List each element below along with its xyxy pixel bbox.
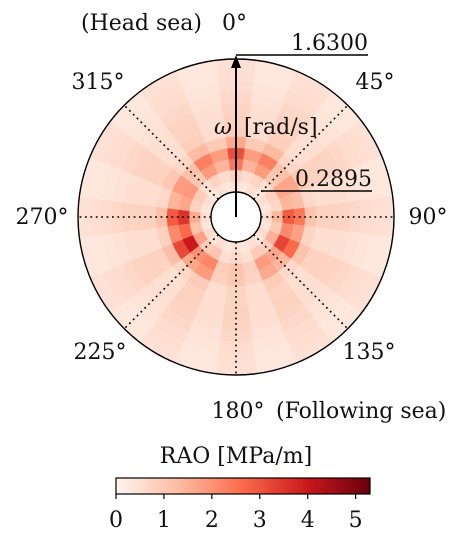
gridline-315 [123, 104, 219, 200]
gridline-45 [253, 104, 349, 200]
omega-unit: [rad/s] [244, 115, 318, 140]
direction-label-180: 180° [212, 399, 265, 424]
colorbar-gradient [115, 477, 371, 495]
omega-symbol: ω [214, 115, 232, 140]
following-sea-label: (Following sea) [276, 399, 446, 424]
colorbar-tick-label: 4 [301, 508, 315, 533]
colorbar-tick-label: 2 [205, 508, 219, 533]
colorbar-label: RAO [MPa/m] [160, 444, 312, 469]
radial-axis-label: ω [rad/s] [214, 115, 318, 140]
direction-label-225: 225° [74, 340, 127, 365]
radial-axis: 1.6300 0.2895 ω [rad/s] [214, 31, 372, 217]
colorbar-tick-label: 0 [109, 508, 123, 533]
direction-label-0: 0° [222, 11, 247, 36]
direction-labels: 0° (Head sea) 45° 90° 135° 180° (Following sea… [16, 11, 448, 424]
direction-label-135: 135° [343, 340, 396, 365]
direction-gridlines [78, 104, 394, 375]
direction-label-315: 315° [72, 70, 125, 95]
gridline-225 [123, 234, 219, 330]
gridline-135 [253, 234, 349, 330]
direction-label-90: 90° [409, 205, 448, 230]
head-sea-label: (Head sea) [81, 11, 202, 36]
colorbar: RAO [MPa/m] 0 1 2 3 4 5 [109, 444, 371, 533]
omega-max-label: 1.6300 [291, 31, 368, 56]
colorbar-tick-label: 3 [253, 508, 267, 533]
colorbar-tick-label: 1 [157, 508, 171, 533]
radial-axis-arrowhead [231, 55, 241, 68]
omega-min-label: 0.2895 [295, 167, 372, 192]
direction-label-270: 270° [16, 205, 69, 230]
direction-label-45: 45° [356, 70, 395, 95]
colorbar-tick-label: 5 [349, 508, 363, 533]
colorbar-ticks: 0 1 2 3 4 5 [109, 494, 363, 533]
